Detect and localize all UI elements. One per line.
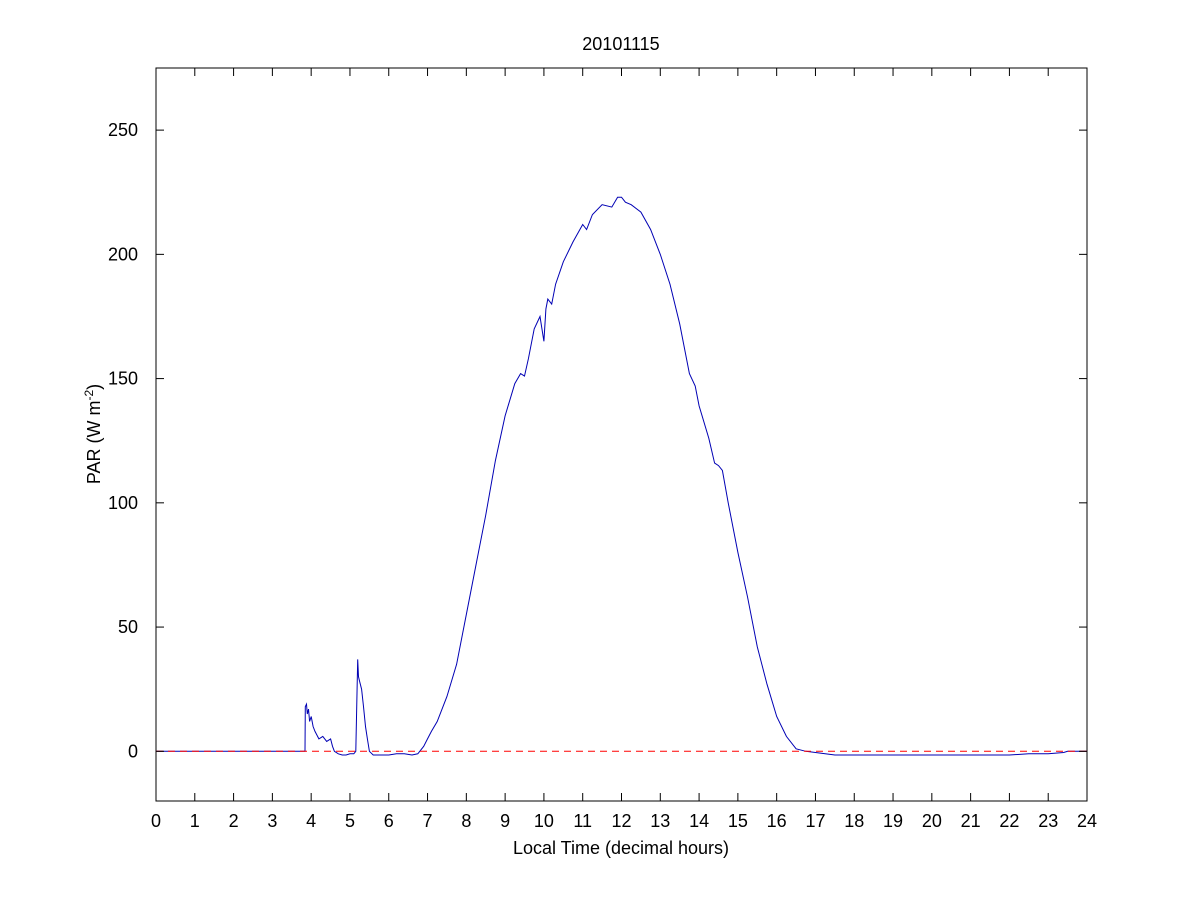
x-tick-label: 13 (650, 811, 670, 831)
x-tick-label: 4 (306, 811, 316, 831)
x-tick-label: 12 (611, 811, 631, 831)
x-tick-label: 2 (229, 811, 239, 831)
x-tick-label: 17 (805, 811, 825, 831)
x-tick-label: 1 (190, 811, 200, 831)
tick-layer: 0 1 2 3 4 5 6 7 8 9 10 11 12 13 14 15 16 17 18 19 20 21 22 23 24… (108, 68, 1097, 831)
x-tick-label: 11 (573, 811, 592, 831)
x-tick-label: 14 (689, 811, 709, 831)
plot-area: 0 1 2 3 4 5 6 7 8 9 10 11 12 13 14 15 16 17 18 19 20 21 22 23 24… (108, 67, 1097, 831)
x-tick-label: 8 (461, 811, 471, 831)
x-tick-label: 24 (1077, 811, 1097, 831)
y-tick-label: 150 (108, 369, 138, 389)
x-tick-label: 0 (151, 811, 161, 831)
axes-box (155, 67, 1088, 802)
x-tick-label: 5 (345, 811, 355, 831)
y-axis-label-superscript: -2 (82, 390, 96, 401)
x-tick-label: 6 (384, 811, 394, 831)
y-tick-label: 200 (108, 244, 138, 264)
y-axis-label-close: ) (84, 384, 104, 390)
x-tick-label: 22 (999, 811, 1019, 831)
x-tick-label: 16 (767, 811, 787, 831)
y-tick-label: 50 (118, 617, 138, 637)
x-tick-label: 19 (883, 811, 903, 831)
y-axis-label: PAR (W m-2) (82, 384, 104, 484)
x-tick-label: 3 (267, 811, 277, 831)
series-line-1 (156, 196, 1087, 756)
x-tick-label: 15 (728, 811, 748, 831)
x-tick-label: 20 (922, 811, 942, 831)
y-tick-label: 100 (108, 493, 138, 513)
y-tick-label: 0 (128, 741, 138, 761)
x-tick-label: 21 (961, 811, 981, 831)
x-tick-label: 23 (1038, 811, 1058, 831)
series-layer (156, 196, 1087, 756)
x-axis-label: Local Time (decimal hours) (513, 838, 729, 858)
y-axis-label-main: PAR (W m (84, 401, 104, 485)
y-tick-label: 250 (108, 120, 138, 140)
x-tick-label: 18 (844, 811, 864, 831)
x-tick-label: 10 (534, 811, 554, 831)
x-tick-label: 7 (423, 811, 433, 831)
chart-title: 20101115 (582, 34, 659, 54)
x-tick-label: 9 (500, 811, 510, 831)
